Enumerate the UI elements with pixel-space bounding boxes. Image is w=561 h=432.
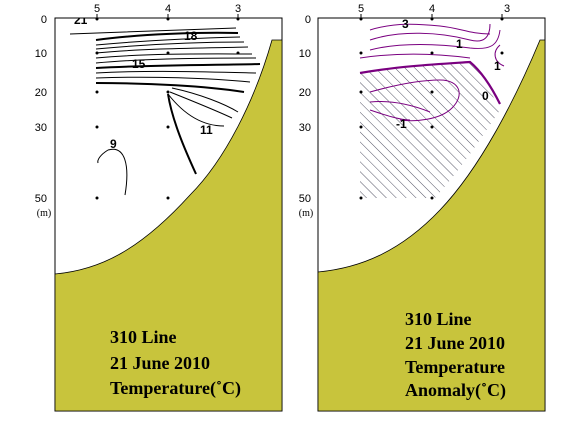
station-label: 5 bbox=[358, 3, 364, 15]
contour-line bbox=[369, 79, 460, 122]
sample-point bbox=[359, 18, 363, 21]
depth-tick: 30 bbox=[35, 122, 47, 134]
sample-point bbox=[430, 196, 434, 200]
contour-line bbox=[169, 91, 233, 119]
depth-unit: (m) bbox=[37, 208, 51, 219]
depth-tick: 10 bbox=[35, 48, 47, 60]
panel-temperature-anomaly: 3 1 1 0 -1 5 4 3 0 10 20 30 50 (m) 310 L… bbox=[299, 3, 546, 412]
depth-tick: 20 bbox=[35, 87, 47, 99]
sample-point bbox=[430, 18, 434, 21]
caption-line: 310 Line bbox=[110, 327, 177, 347]
sample-point bbox=[166, 51, 170, 55]
station-label: 4 bbox=[165, 3, 171, 15]
sample-point bbox=[430, 125, 434, 129]
contour-line-9 bbox=[107, 148, 128, 196]
contour-line bbox=[369, 23, 491, 42]
seabed bbox=[55, 39, 282, 411]
sample-point bbox=[236, 18, 240, 21]
contour-line-21 bbox=[95, 31, 239, 41]
contour-line-18 bbox=[95, 46, 249, 54]
sample-points bbox=[359, 18, 504, 200]
sample-point bbox=[166, 18, 170, 21]
sample-point bbox=[359, 90, 363, 94]
station-label: 5 bbox=[94, 3, 100, 15]
contour-line bbox=[369, 109, 411, 121]
depth-tick: 0 bbox=[305, 14, 311, 26]
contour-line bbox=[95, 76, 251, 83]
sample-point bbox=[166, 90, 170, 94]
sample-point bbox=[359, 51, 363, 55]
station-tick-marks bbox=[96, 14, 239, 18]
contour-line bbox=[95, 36, 241, 46]
negative-anomaly-region bbox=[360, 62, 500, 198]
contour-label: 18 bbox=[184, 29, 198, 43]
contour-label: 15 bbox=[132, 57, 146, 71]
sample-point bbox=[359, 196, 363, 200]
depth-tick: 0 bbox=[41, 14, 47, 26]
contour-label: 9 bbox=[110, 137, 117, 151]
contour-lines bbox=[359, 23, 505, 122]
sample-point bbox=[95, 125, 99, 129]
sample-point bbox=[359, 125, 363, 129]
contour-line bbox=[69, 27, 237, 35]
contour-line bbox=[369, 29, 501, 51]
contour-line bbox=[95, 57, 257, 64]
contour-label: 0 bbox=[482, 89, 489, 103]
caption-line: 310 Line bbox=[405, 309, 472, 329]
caption-line: 21 June 2010 bbox=[110, 353, 210, 373]
sample-point bbox=[95, 90, 99, 94]
sample-point bbox=[166, 125, 170, 129]
contour-line bbox=[171, 87, 239, 113]
contour-line bbox=[167, 93, 225, 127]
contour-label: -1 bbox=[396, 117, 407, 131]
depth-tick: 10 bbox=[299, 48, 311, 60]
contour-line-0 bbox=[359, 60, 501, 105]
contour-label: 21 bbox=[74, 13, 88, 27]
caption-line: Temperature bbox=[405, 357, 505, 377]
contour-label: 1 bbox=[456, 37, 463, 51]
sample-point bbox=[166, 196, 170, 200]
contour-line bbox=[95, 82, 245, 93]
depth-tick: 50 bbox=[35, 193, 47, 205]
caption-line: 21 June 2010 bbox=[405, 333, 505, 353]
contour-line bbox=[167, 93, 197, 175]
contour-line bbox=[97, 149, 109, 164]
contour-line bbox=[95, 41, 245, 50]
station-tick-marks bbox=[360, 14, 503, 18]
caption-line: Temperature(˚C) bbox=[110, 378, 241, 399]
contour-line bbox=[494, 44, 505, 67]
contour-line-15 bbox=[95, 63, 261, 69]
contour-line bbox=[369, 101, 431, 113]
station-label: 3 bbox=[504, 3, 510, 15]
sample-point bbox=[95, 51, 99, 55]
seabed bbox=[318, 39, 545, 411]
contour-line bbox=[359, 53, 471, 59]
caption-line: Anomaly(˚C) bbox=[405, 380, 506, 401]
contour-line bbox=[95, 70, 257, 74]
sample-point bbox=[95, 196, 99, 200]
sample-point bbox=[236, 51, 240, 55]
depth-unit: (m) bbox=[299, 208, 313, 219]
depth-tick: 20 bbox=[299, 87, 311, 99]
contour-label: 3 bbox=[402, 17, 409, 31]
sample-point bbox=[430, 51, 434, 55]
contour-label: 11 bbox=[200, 123, 213, 137]
panel-temperature: 21 18 15 11 9 5 4 3 0 10 20 30 50 (m) 31… bbox=[35, 3, 283, 412]
contour-line bbox=[369, 23, 491, 35]
depth-tick: 50 bbox=[299, 193, 311, 205]
station-label: 3 bbox=[235, 3, 241, 15]
sample-points bbox=[95, 18, 240, 200]
depth-tick: 30 bbox=[299, 122, 311, 134]
sample-point bbox=[430, 90, 434, 94]
contour-label: 1 bbox=[494, 59, 501, 73]
sample-point bbox=[500, 18, 504, 21]
station-label: 4 bbox=[429, 3, 435, 15]
sample-point bbox=[95, 18, 99, 21]
sample-point bbox=[500, 51, 504, 55]
